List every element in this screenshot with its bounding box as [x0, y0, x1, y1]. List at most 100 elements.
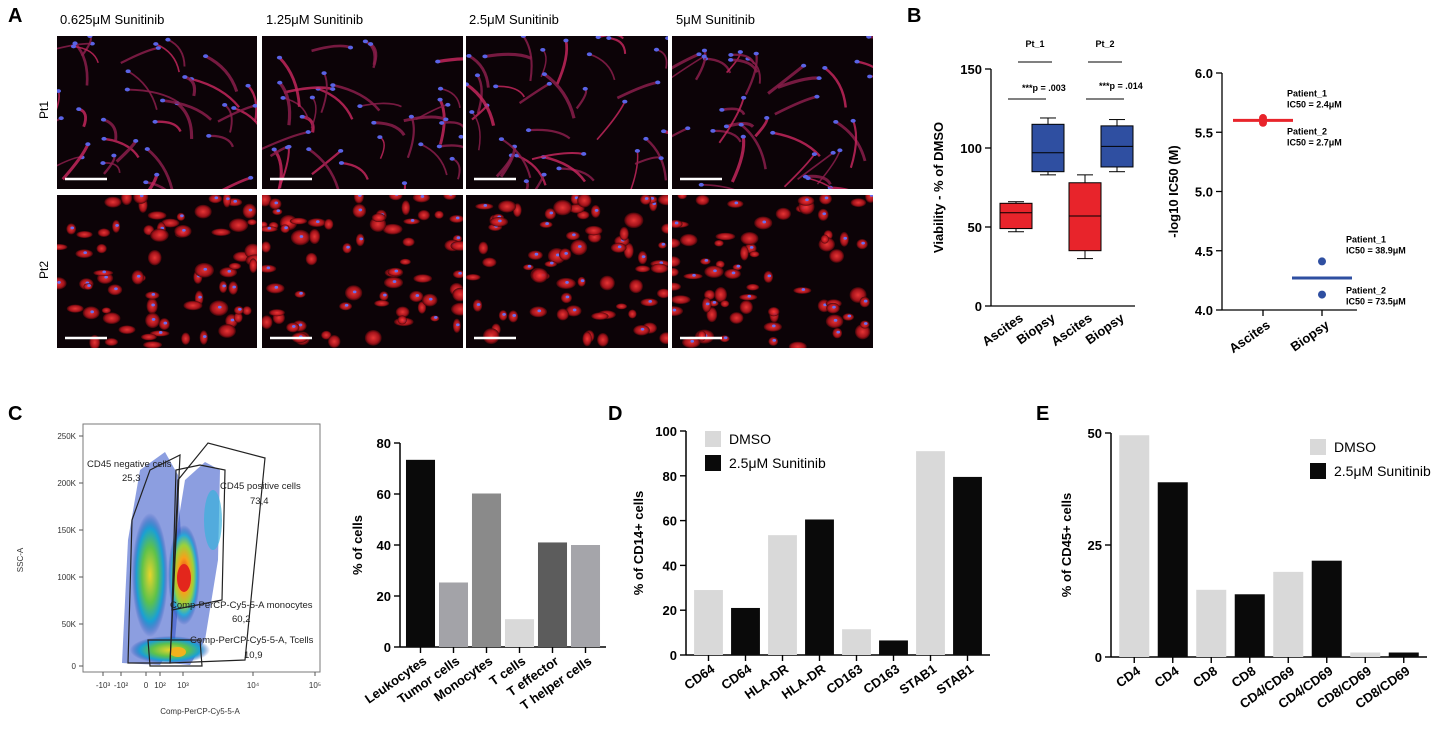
micrograph-grid [57, 36, 873, 348]
cell-nucleus [837, 148, 843, 153]
cell-nucleus [455, 216, 460, 220]
cell-nucleus [449, 156, 455, 161]
cell-process [320, 72, 328, 113]
cell-nucleus [764, 116, 770, 120]
cell-nucleus [218, 305, 222, 309]
cell-nucleus [276, 55, 283, 60]
cell-nucleus [125, 69, 131, 74]
ic50-annotation-patient: Patient_2 [1346, 285, 1386, 295]
gate-label-monocytes: Comp-PerCP-Cy5-5-A monocytes [170, 600, 313, 611]
cell-nucleus [291, 325, 296, 328]
cell-nucleus [180, 214, 184, 218]
cell-nucleus [836, 330, 841, 334]
cell-process [283, 86, 334, 94]
cell-body [102, 312, 121, 325]
cell-nucleus [198, 295, 202, 299]
y-axis-title: % of CD45+ cells [1059, 493, 1074, 597]
x-tick-label: STAB1 [933, 661, 976, 697]
cell-process [767, 64, 805, 95]
gate-label-cd45-negative: CD45 negative cells [87, 459, 172, 470]
flow-x-axis-label: Comp-PerCP-Cy5-5-A [160, 707, 240, 716]
cell-nucleus [740, 134, 746, 139]
cell-nucleus [206, 133, 212, 138]
bar [1311, 560, 1342, 657]
p-value-annotation: ***p = .003 [1022, 83, 1066, 93]
cell-process [406, 116, 415, 159]
cell-nucleus [158, 331, 163, 334]
cell-nucleus [690, 339, 695, 343]
cell-body [321, 330, 332, 340]
flow-y-tick-label: 200K [57, 479, 76, 488]
cell-nucleus [665, 36, 668, 41]
cell-nucleus [299, 235, 304, 238]
y-tick-label: 80 [377, 436, 391, 451]
cell-nucleus [100, 117, 107, 122]
cell-body [767, 307, 780, 317]
cell-nucleus [298, 323, 303, 327]
flow-y-tick-label: 150K [57, 526, 76, 535]
cell-body [615, 303, 628, 310]
cell-body [672, 267, 679, 277]
flow-y-tick-label: 250K [57, 432, 76, 441]
cell-nucleus [371, 120, 377, 125]
cell-nucleus [565, 295, 570, 299]
cell-nucleus [305, 130, 311, 134]
cell-nucleus [843, 236, 848, 240]
cell-nucleus [546, 81, 552, 86]
cell-process [277, 146, 290, 189]
cell-nucleus [83, 251, 88, 255]
cell-nucleus [203, 54, 209, 59]
bar [1388, 652, 1419, 657]
micrograph-background [262, 36, 463, 189]
flow-x-tick-label: 10⁴ [247, 681, 260, 690]
cell-body [150, 228, 169, 242]
cell-nucleus [428, 297, 433, 301]
cell-body [672, 256, 681, 267]
cell-body [715, 232, 736, 241]
cell-body [585, 225, 603, 236]
cell-nucleus [580, 279, 585, 283]
cell-nucleus [102, 270, 107, 274]
cell-nucleus [482, 54, 488, 59]
y-tick-label: 0 [975, 299, 982, 314]
cell-body [531, 268, 548, 283]
cell-body [697, 330, 707, 342]
x-tick-label: CD64 [681, 661, 717, 693]
box [1031, 123, 1065, 173]
cell-nucleus [299, 291, 303, 295]
cell-process [476, 74, 483, 114]
ic50-annotation-value: IC50 = 38.9μM [1346, 245, 1406, 255]
micrograph-tile [466, 36, 668, 189]
bar [768, 535, 797, 655]
cell-nucleus [738, 122, 744, 127]
cell-nucleus [277, 80, 283, 85]
cell-process [57, 117, 62, 122]
cell-nucleus [555, 253, 560, 257]
cell-nucleus [736, 264, 741, 268]
cell-nucleus [458, 271, 462, 275]
cell-nucleus [286, 144, 292, 149]
cell-body [161, 218, 180, 228]
cell-nucleus [299, 114, 305, 119]
cell-nucleus [847, 314, 852, 318]
cell-process [597, 36, 624, 40]
y-axis-title: % of CD14+ cells [631, 491, 646, 595]
cell-nucleus [549, 211, 554, 215]
y-tick-label: 150 [960, 62, 982, 77]
cell-nucleus [434, 316, 438, 319]
cell-body [443, 195, 457, 200]
cell-nucleus [749, 245, 754, 249]
cell-body [194, 204, 212, 219]
cell-body [371, 213, 386, 223]
cell-nucleus [527, 264, 532, 268]
cell-nucleus [383, 293, 387, 297]
cell-nucleus [534, 252, 539, 256]
cell-nucleus [685, 126, 691, 131]
cell-body [211, 228, 231, 236]
cell-body [104, 196, 122, 208]
cell-process [835, 120, 867, 162]
bar [570, 545, 601, 647]
cell-body [147, 211, 167, 220]
gate-value-cd45-negative: 25,3 [122, 473, 141, 484]
